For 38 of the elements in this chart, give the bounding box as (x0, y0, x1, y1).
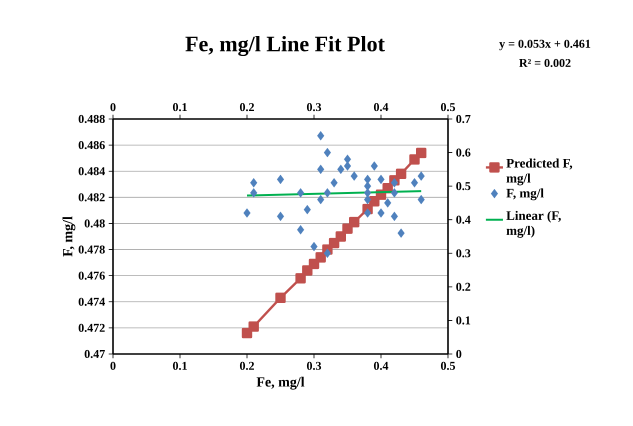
y2-tick-label: 0.4 (456, 216, 471, 224)
x-tick-label: 0 (110, 362, 116, 370)
x2-tick-label: 0.3 (306, 103, 322, 112)
x-tick-label: 0.4 (374, 362, 388, 370)
x-tick-label: 0.1 (172, 362, 187, 370)
x2-tick-label: 0.5 (440, 103, 456, 112)
x2-tick-label: 0.1 (172, 103, 187, 112)
y2-tick-label: 0 (456, 350, 462, 358)
y2-tick-label: 0.1 (456, 316, 470, 324)
chart-title: Fe, mg/l Line Fit Plot (185, 36, 385, 56)
x2-tick-label: 0 (110, 103, 116, 112)
x-axis-title: Fe, mg/l (256, 376, 304, 390)
x-tick-label: 0.3 (306, 362, 322, 370)
x2-tick-label: 0.2 (240, 103, 254, 112)
text: R² = 0.002 (519, 58, 571, 68)
y-tick-label: 0.476 (78, 272, 105, 280)
y-axis-title: F, mg/l (62, 216, 76, 257)
y-tick-label: 0.48 (84, 219, 105, 228)
x-tick-label: 0.5 (440, 362, 456, 370)
x-tick-label: 0.2 (240, 362, 254, 370)
y2-tick-label: 0.3 (456, 249, 470, 258)
y2-tick-label: 0.6 (456, 148, 470, 157)
legend-label: F, mg/l (506, 188, 544, 200)
y-tick-label: 0.47 (84, 350, 105, 358)
y-tick-label: 0.482 (78, 193, 105, 202)
y2-tick-label: 0.5 (456, 182, 470, 190)
y-tick-label: 0.486 (78, 141, 105, 150)
y-tick-label: 0.472 (78, 324, 105, 332)
text: y = 0.053x + 0.461 (499, 40, 590, 50)
legend-label: Predicted F, mg/l (506, 158, 572, 186)
y-tick-label: 0.474 (78, 298, 105, 306)
y2-tick-label: 0.7 (456, 114, 471, 124)
y-tick-label: 0.484 (78, 167, 105, 176)
y-tick-label: 0.478 (78, 245, 105, 254)
y2-tick-label: 0.2 (456, 282, 470, 291)
y-tick-label: 0.488 (78, 114, 105, 124)
legend-label: Linear (F, mg/l) (506, 210, 561, 238)
x2-tick-label: 0.4 (374, 103, 388, 112)
